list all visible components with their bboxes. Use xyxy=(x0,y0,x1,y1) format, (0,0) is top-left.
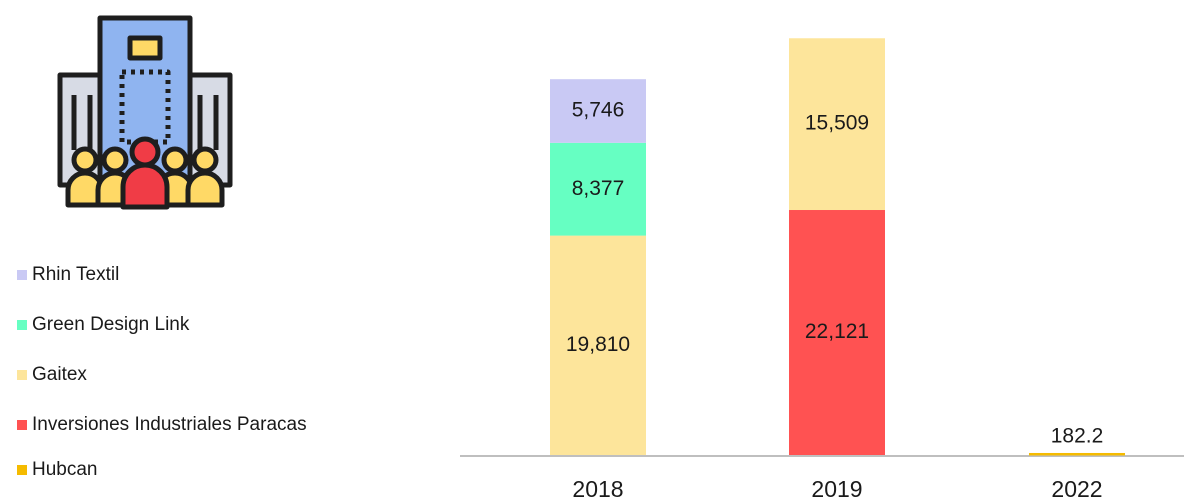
data-label: 22,121 xyxy=(805,320,869,343)
legend-swatch xyxy=(17,420,27,430)
data-label: 5,746 xyxy=(572,99,625,122)
bar-segment xyxy=(550,142,646,236)
data-label: 15,509 xyxy=(805,112,869,135)
legend-label: Hubcan xyxy=(32,459,98,480)
x-tick-label: 2019 xyxy=(811,476,862,502)
legend-swatch xyxy=(17,465,27,475)
data-label: 182.2 xyxy=(1051,425,1104,448)
legend-label: Inversiones Industriales Paracas xyxy=(32,414,307,435)
legend-swatch xyxy=(17,270,27,280)
legend-label: Green Design Link xyxy=(32,314,190,335)
legend-swatch xyxy=(17,370,27,380)
bar-segment xyxy=(550,79,646,143)
bar-segment xyxy=(789,210,885,455)
legend-label: Rhin Textil xyxy=(32,264,119,285)
legend-label: Gaitex xyxy=(32,364,87,385)
building-icon xyxy=(57,15,233,210)
bar-segment xyxy=(789,38,885,211)
bar-segment xyxy=(550,235,646,455)
x-tick-label: 2022 xyxy=(1051,476,1102,502)
bar-segment xyxy=(1029,452,1125,456)
data-label: 8,377 xyxy=(572,177,625,200)
legend-swatch xyxy=(17,320,27,330)
data-label: 19,810 xyxy=(566,333,630,356)
x-tick-label: 2018 xyxy=(572,476,623,502)
